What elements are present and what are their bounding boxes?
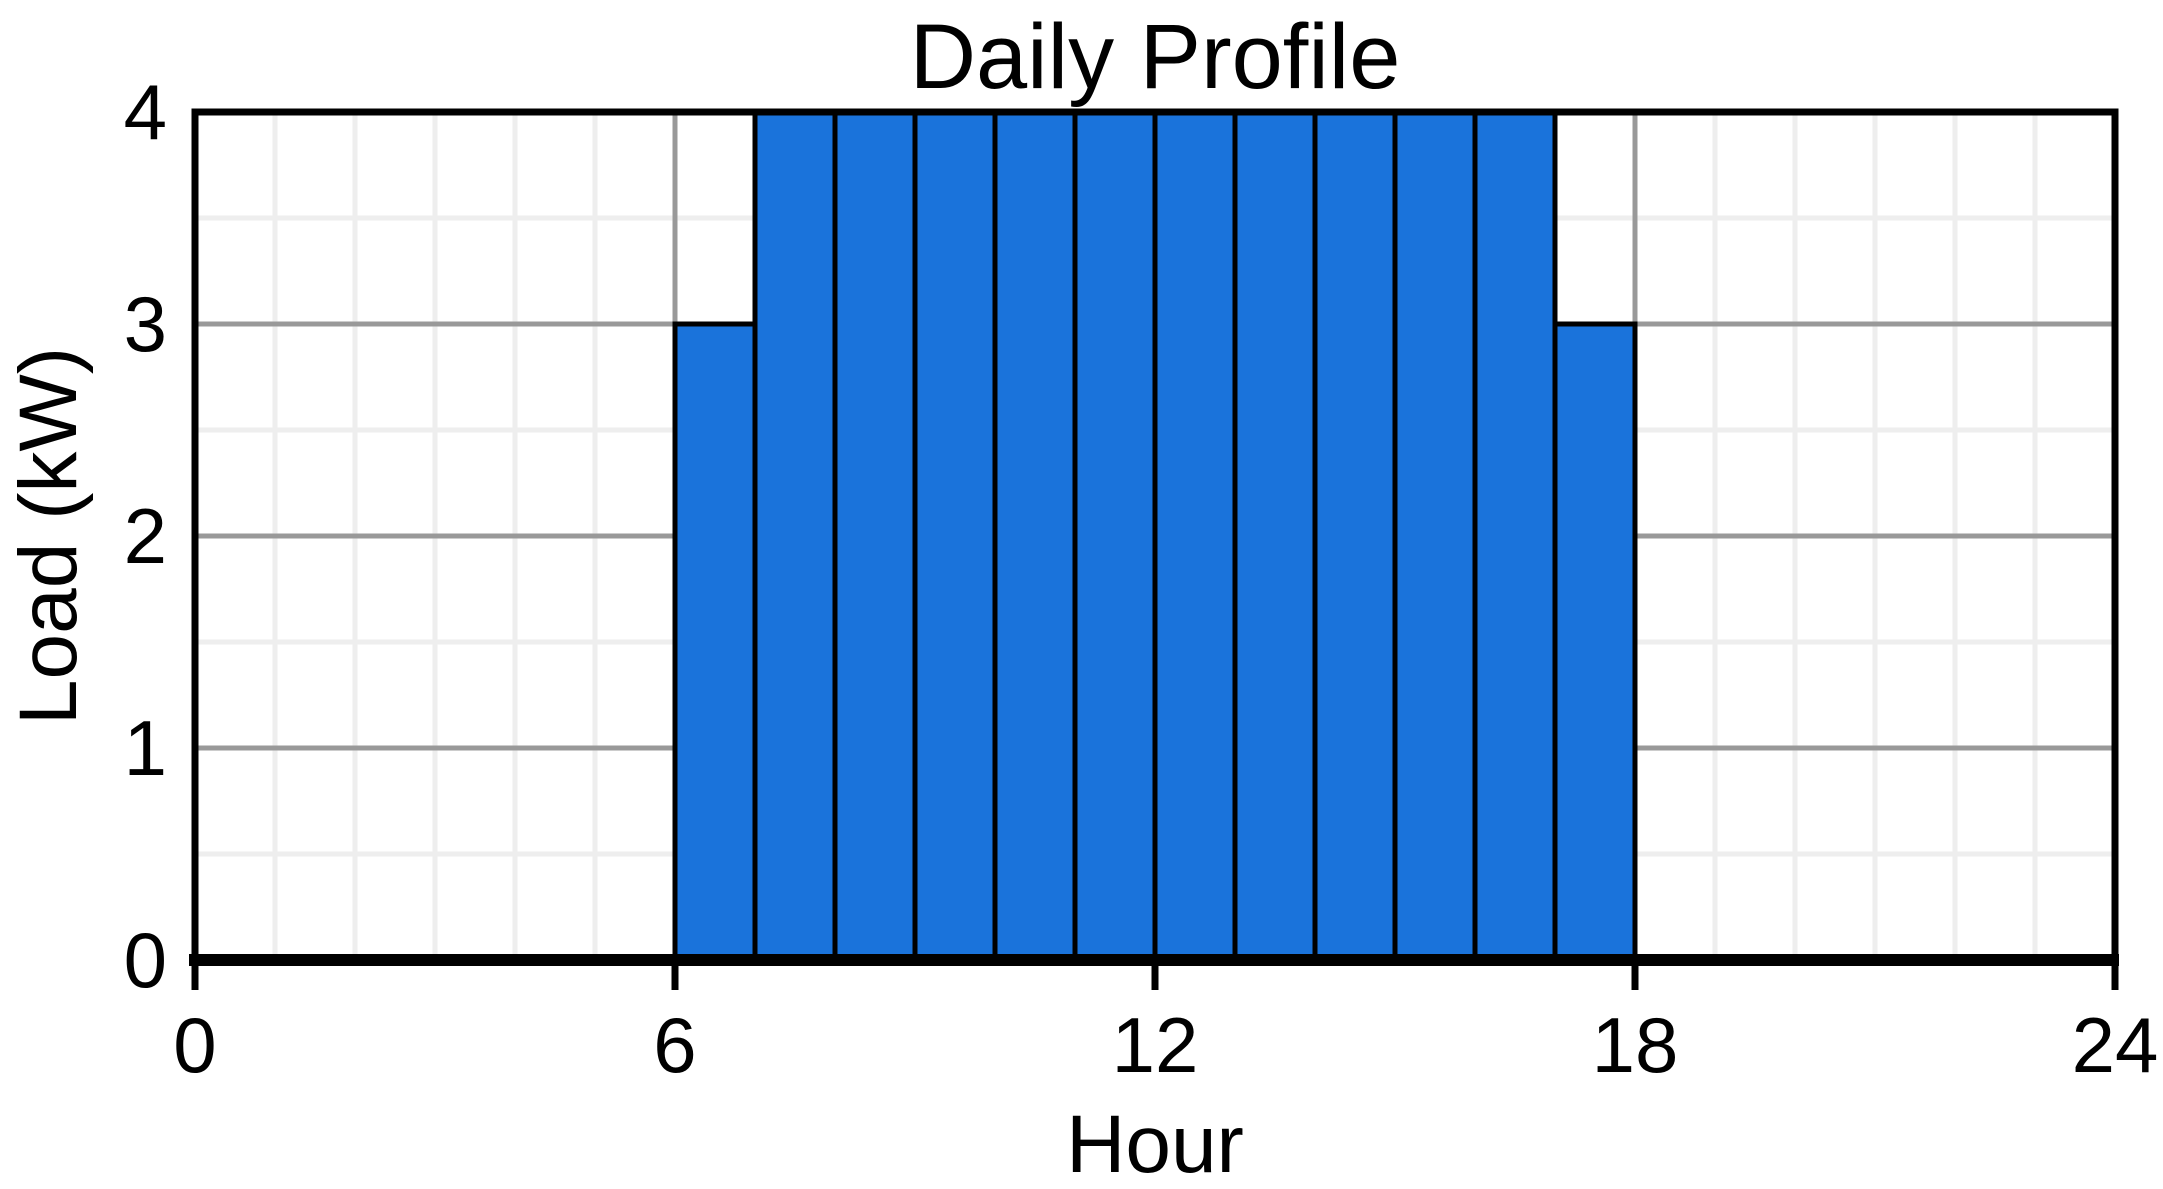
chart-title: Daily Profile — [910, 6, 1401, 108]
bar-hour-16 — [1472, 109, 1558, 963]
y-tick-label: 3 — [124, 280, 167, 368]
bar-hour-13 — [1232, 109, 1318, 963]
x-tick-label: 12 — [1112, 1001, 1199, 1089]
y-tick-label: 4 — [124, 68, 167, 156]
x-tick-label: 6 — [653, 1001, 696, 1089]
y-tick-label: 0 — [124, 916, 167, 1004]
bar-hour-8 — [832, 109, 918, 963]
x-axis-label: Hour — [1066, 1099, 1244, 1189]
y-tick-labels: 0 1 2 3 4 — [124, 68, 167, 1004]
bar-hour-9 — [912, 109, 998, 963]
y-axis-label: Load (kW) — [3, 347, 94, 725]
bar-hour-15 — [1392, 109, 1478, 963]
bar-hour-17 — [1552, 321, 1638, 963]
bar-hour-12 — [1152, 109, 1238, 963]
bar-hour-7 — [752, 109, 838, 963]
x-tick-label: 24 — [2072, 1001, 2159, 1089]
bar-hour-14 — [1312, 109, 1398, 963]
bar-hour-6 — [672, 321, 758, 963]
x-tick-label: 0 — [173, 1001, 216, 1089]
x-tick-labels: 0 6 12 18 24 — [173, 1001, 2158, 1089]
bar-hour-11 — [1072, 109, 1158, 963]
bar-hour-10 — [992, 109, 1078, 963]
y-tick-label: 2 — [124, 492, 167, 580]
bars — [672, 109, 1638, 963]
x-ticks — [191, 960, 2119, 990]
x-tick-label: 18 — [1592, 1001, 1679, 1089]
y-tick-label: 1 — [124, 704, 167, 792]
